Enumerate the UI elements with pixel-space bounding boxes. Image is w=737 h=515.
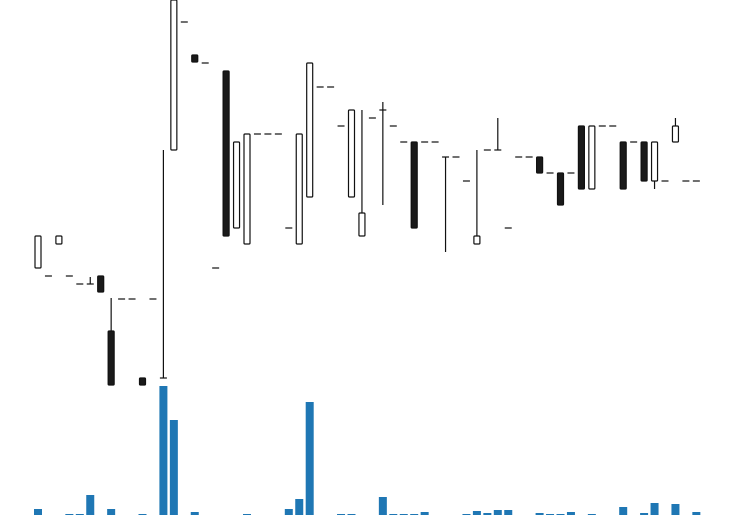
candle-body <box>243 133 251 245</box>
volume-bar <box>86 495 95 515</box>
volume-bar <box>169 420 178 515</box>
candle-body <box>222 70 230 237</box>
candle-body <box>138 377 147 386</box>
volume-bar <box>107 509 116 515</box>
volume-bar <box>650 503 659 515</box>
volume-bar <box>305 402 314 515</box>
candle-body <box>107 330 115 386</box>
candle-body <box>671 125 680 143</box>
candle-body <box>295 133 303 245</box>
candle-body <box>588 125 596 190</box>
volume-bar <box>284 509 293 515</box>
volume-bar <box>671 504 680 515</box>
volume-bar <box>619 507 628 515</box>
candle-body <box>34 235 42 269</box>
volume-bar <box>483 513 492 515</box>
candle-body <box>410 141 418 229</box>
candle-body <box>577 125 586 190</box>
volume-bar <box>692 512 701 515</box>
candle-body <box>650 141 659 182</box>
volume-bar <box>378 497 387 515</box>
candle-body <box>55 235 63 245</box>
volume-bar <box>493 510 502 515</box>
candle-body <box>191 54 199 63</box>
volume-bar <box>190 512 199 515</box>
volume-bar <box>504 510 513 515</box>
candle-body <box>556 172 565 206</box>
candle-body <box>358 212 366 237</box>
volume-bar <box>472 511 481 515</box>
candle-body <box>306 62 314 198</box>
candle-body <box>97 275 105 293</box>
volume-bar <box>34 509 42 515</box>
candle-body <box>232 141 241 229</box>
candle-body <box>640 141 648 182</box>
candle-body <box>347 109 356 198</box>
candle-body <box>473 235 481 245</box>
volume-bar <box>640 513 649 515</box>
volume-bar <box>159 386 168 515</box>
volume-bar <box>535 513 544 515</box>
candle-body <box>535 156 544 174</box>
candle-body <box>619 141 627 190</box>
volume-bar <box>566 512 575 515</box>
volume-bar <box>295 499 304 515</box>
volume-bar <box>420 512 429 515</box>
candle-body <box>170 0 178 151</box>
